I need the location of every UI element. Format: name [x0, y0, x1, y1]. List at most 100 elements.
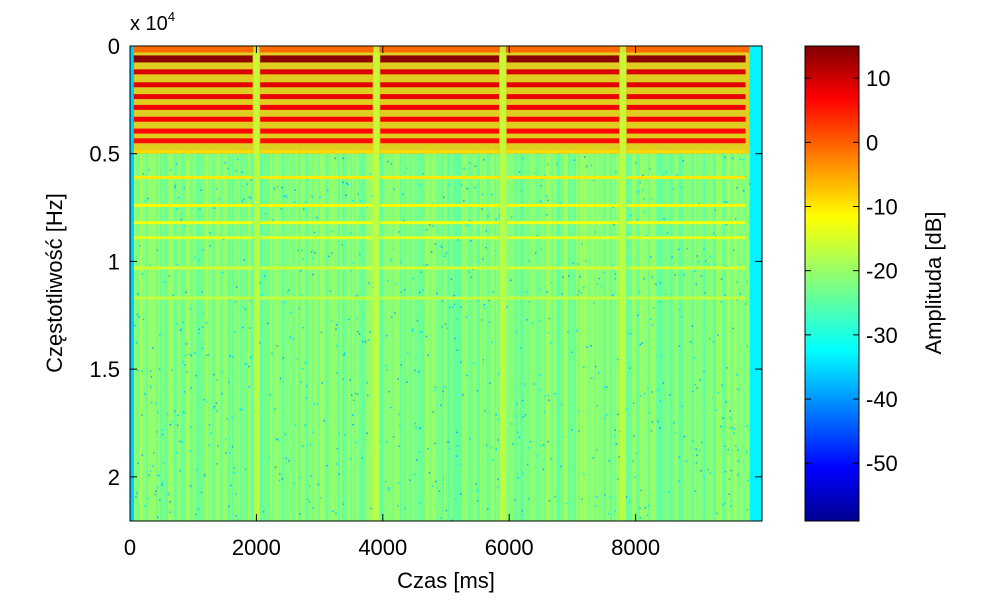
noise-speck	[268, 457, 271, 460]
harmonic-band-weak	[506, 221, 620, 225]
noise-streak	[320, 146, 322, 521]
noise-speck	[397, 482, 400, 484]
noise-streak	[272, 146, 274, 521]
noise-speck	[745, 425, 748, 427]
noise-speck	[728, 478, 731, 481]
noise-streak	[152, 146, 154, 521]
noise-speck	[281, 186, 283, 189]
noise-speck	[668, 491, 670, 494]
noise-speck	[327, 255, 330, 258]
noise-speck	[147, 197, 149, 200]
noise-streak	[190, 146, 192, 521]
noise-speck	[639, 395, 642, 397]
y-axis-label: Częstotliwość [Hz]	[42, 193, 67, 373]
harmonic-band-strong	[626, 128, 746, 134]
noise-speck	[150, 376, 153, 378]
noise-streak	[194, 146, 196, 521]
noise-streak	[588, 146, 590, 521]
noise-speck	[663, 218, 665, 220]
noise-speck	[336, 463, 338, 465]
noise-speck	[712, 341, 715, 343]
noise-streak	[662, 146, 664, 521]
noise-speck	[367, 282, 370, 285]
noise-speck	[306, 498, 309, 501]
noise-streak	[626, 146, 628, 521]
noise-speck	[250, 356, 252, 358]
noise-speck	[344, 434, 347, 436]
noise-streak	[352, 146, 354, 521]
y-tick-label: 0.5	[89, 142, 120, 167]
noise-speck	[177, 414, 179, 417]
noise-speck	[342, 157, 345, 160]
noise-speck	[573, 159, 576, 161]
noise-speck	[643, 392, 646, 395]
noise-speck	[411, 330, 414, 332]
noise-streak	[570, 146, 572, 521]
noise-speck	[243, 259, 246, 261]
noise-speck	[709, 337, 711, 340]
noise-speck	[560, 403, 563, 406]
noise-speck	[531, 322, 534, 324]
noise-speck	[680, 187, 683, 189]
noise-speck	[522, 415, 525, 418]
noise-speck	[559, 202, 562, 204]
noise-speck	[720, 278, 723, 280]
noise-streak	[134, 146, 136, 521]
noise-speck	[553, 392, 556, 395]
noise-streak	[610, 146, 612, 521]
noise-streak	[430, 146, 432, 521]
noise-speck	[157, 516, 159, 519]
noise-streak	[394, 146, 396, 521]
noise-speck	[730, 469, 733, 472]
noise-speck	[539, 200, 542, 203]
noise-streak	[440, 146, 442, 521]
noise-streak	[450, 146, 452, 521]
noise-speck	[366, 432, 368, 434]
noise-speck	[517, 476, 520, 479]
noise-streak	[420, 146, 422, 521]
noise-speck	[217, 444, 219, 447]
noise-speck	[729, 410, 731, 412]
noise-speck	[606, 413, 608, 416]
noise-speck	[451, 519, 454, 521]
top-band	[134, 46, 750, 53]
harmonic-band-strong	[380, 94, 500, 100]
noise-speck	[148, 474, 150, 477]
noise-speck	[296, 357, 299, 360]
noise-streak	[556, 146, 558, 521]
noise-speck	[487, 215, 489, 217]
noise-speck	[565, 502, 568, 505]
noise-speck	[640, 489, 642, 492]
noise-speck	[141, 273, 144, 275]
noise-speck	[221, 392, 223, 395]
harmonic-band-strong	[260, 104, 373, 110]
noise-speck	[288, 459, 290, 462]
colorbar-tick-label: 0	[866, 130, 878, 155]
noise-speck	[677, 248, 680, 251]
noise-speck	[439, 245, 442, 247]
noise-streak	[226, 146, 228, 521]
noise-speck	[310, 475, 312, 477]
noise-streak	[656, 146, 658, 521]
noise-streak	[308, 146, 310, 521]
noise-speck	[387, 160, 389, 163]
noise-speck	[547, 440, 549, 443]
noise-streak	[490, 146, 492, 521]
noise-speck	[430, 251, 433, 253]
noise-speck	[720, 301, 722, 303]
noise-speck	[721, 384, 724, 387]
y-tick-label: 0	[108, 34, 120, 59]
noise-speck	[299, 476, 301, 479]
noise-speck	[518, 171, 521, 173]
noise-streak	[584, 146, 586, 521]
low-band-region	[134, 46, 750, 154]
noise-speck	[683, 435, 686, 438]
noise-speck	[342, 503, 345, 505]
noise-speck	[158, 368, 161, 371]
noise-speck	[414, 369, 416, 372]
noise-streak	[344, 146, 346, 521]
noise-streak	[650, 146, 652, 521]
noise-speck	[636, 219, 639, 221]
noise-speck	[497, 487, 499, 489]
noise-speck	[728, 416, 731, 419]
